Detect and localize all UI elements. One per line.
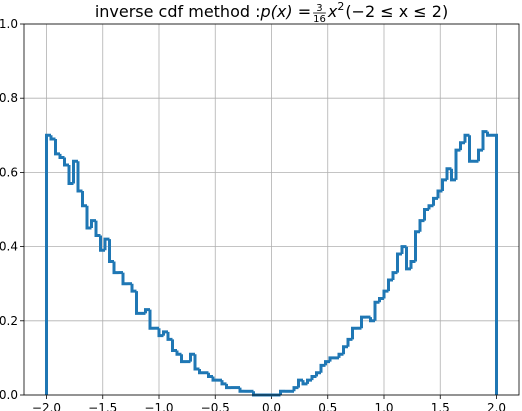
histogram-step — [328, 356, 335, 362]
title-part: (−2 ≤ x ≤ 2) — [345, 2, 448, 21]
x-tick-label: −2.0 — [32, 401, 61, 411]
histogram-step — [306, 378, 312, 384]
title-part: 16 — [313, 14, 326, 25]
histogram-step — [337, 352, 344, 358]
histogram-step — [108, 239, 114, 263]
histogram-step — [427, 204, 434, 210]
histogram-step — [252, 391, 258, 397]
histogram-step — [54, 139, 60, 156]
title-part: x — [327, 2, 338, 21]
histogram-step — [396, 252, 402, 273]
histogram-step — [351, 326, 357, 340]
histogram-step — [492, 133, 498, 395]
histogram-step — [135, 291, 141, 315]
histogram-step — [373, 300, 380, 321]
histogram-step — [382, 289, 389, 299]
histogram-step — [418, 219, 425, 232]
histogram-step — [391, 271, 398, 280]
histogram-step — [211, 376, 218, 382]
histogram-step — [220, 380, 227, 386]
x-tick-label: 1.5 — [431, 401, 450, 411]
title-part: 2 — [337, 0, 344, 13]
histogram-step — [486, 131, 492, 137]
histogram-step — [121, 272, 128, 286]
histogram-step — [319, 363, 326, 373]
histogram-step — [45, 133, 51, 395]
histogram-step — [49, 135, 56, 141]
histogram-step — [94, 220, 101, 237]
histogram-step — [441, 178, 447, 191]
x-tick-label: 0.0 — [262, 401, 281, 411]
y-tick-label: 0.0 — [0, 388, 18, 402]
chart-title: inverse cdf method : p(x) = 316 x 2 (−2 ≤ x… — [95, 0, 448, 25]
histogram-step — [310, 374, 317, 381]
histogram-step — [58, 153, 65, 160]
x-tick-label: −0.5 — [201, 401, 230, 411]
histogram-step — [292, 386, 299, 392]
histogram-step — [387, 278, 393, 292]
title-part: 3 — [316, 3, 322, 14]
histogram-step — [378, 297, 384, 303]
histogram-step — [193, 354, 200, 371]
y-tick-label: 0.8 — [0, 91, 18, 105]
x-tick-label: −1.0 — [144, 401, 173, 411]
y-tick-label: 1.0 — [0, 17, 18, 31]
histogram-step — [360, 315, 366, 329]
histogram-step — [409, 259, 416, 269]
histogram-step — [198, 369, 204, 375]
histogram-step — [63, 157, 69, 167]
histogram-step — [238, 387, 245, 393]
histogram-step — [171, 339, 177, 352]
plot-frame — [23, 23, 520, 396]
histogram-step — [454, 148, 461, 180]
histogram-step — [166, 331, 173, 341]
x-tick-label: 1.0 — [374, 401, 393, 411]
histogram-step — [207, 372, 213, 378]
x-tick-label: −1.5 — [88, 401, 117, 411]
title-part: p(x) = — [260, 2, 312, 21]
histogram-step — [342, 345, 348, 355]
histogram-step — [315, 371, 321, 377]
histogram-step — [180, 354, 186, 364]
histogram-step — [432, 196, 438, 206]
histogram-step — [468, 135, 474, 163]
histogram-step — [130, 283, 137, 293]
histogram-step — [279, 389, 285, 395]
histogram-step — [459, 141, 465, 151]
histogram-step — [76, 161, 83, 193]
y-tick-label: 0.4 — [0, 240, 18, 254]
title-part: inverse cdf method : — [95, 2, 261, 21]
histogram-step — [112, 261, 119, 275]
histogram-step — [423, 208, 429, 221]
histogram-step — [175, 350, 182, 356]
y-tick-label: 0.6 — [0, 165, 18, 179]
x-tick-label: 0.5 — [318, 401, 337, 411]
histogram-step — [148, 309, 155, 330]
histogram-step — [477, 148, 483, 162]
histogram-step — [81, 190, 87, 208]
histogram-step — [225, 383, 231, 390]
x-tick-label: 2.0 — [487, 401, 506, 411]
histogram-step — [346, 337, 353, 347]
y-tick-label: 0.2 — [0, 314, 18, 328]
